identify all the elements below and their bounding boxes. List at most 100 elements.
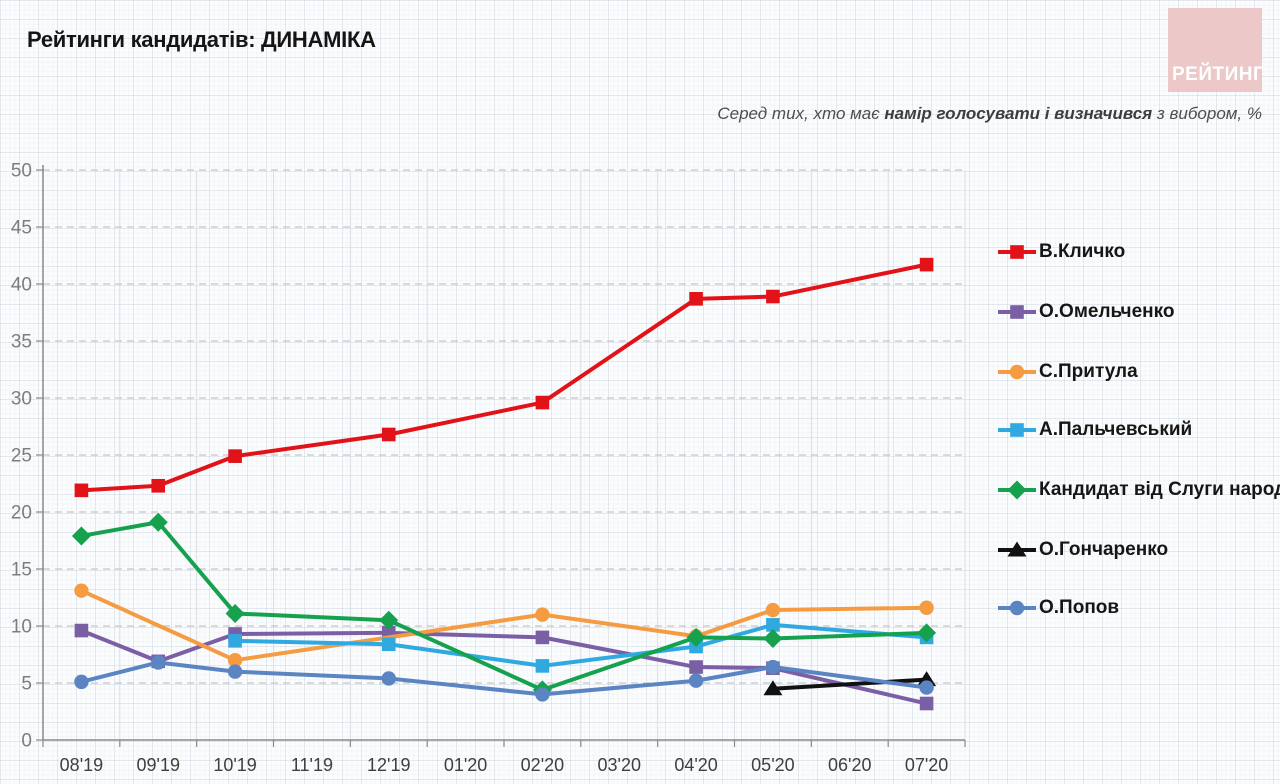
legend-item: В.Кличко [997,239,1125,265]
square-marker-icon [998,245,1036,259]
chart-legend: В.Кличко О.Омельченко С.Притула А.Пальчевсь… [997,0,1280,784]
x-axis-tick-label: 09'19 [137,755,180,775]
x-axis-tick-label: 11'19 [291,755,333,775]
data-point-marker [535,607,550,622]
subtitle-prefix: Серед тих, хто має [717,104,885,123]
data-point-marker [74,674,89,690]
data-point-marker [151,655,166,670]
legend-marker [1007,541,1027,557]
legend-item: Кандидат від Слуги народу [997,477,1280,503]
data-point-marker [535,630,550,645]
data-point-marker [763,680,783,696]
data-point-marker [381,427,396,442]
data-point-marker [689,660,703,674]
data-point-marker [917,623,937,643]
data-point-marker [686,627,706,647]
series-line [79,660,929,697]
circle-marker-icon [998,364,1036,380]
y-axis-tick-label: 0 [21,731,32,752]
data-point-marker [919,600,934,615]
x-axis-tick-label: 08'19 [60,755,103,775]
y-axis-tick-label: 20 [11,503,32,524]
data-point-marker [919,257,934,272]
y-axis-tick-label: 25 [11,446,32,467]
legend-marker [1007,480,1027,500]
legend-marker [1010,245,1024,259]
brand-logo: РЕЙТИНГ [1168,8,1265,92]
y-axis-tick-label: 45 [11,218,32,239]
x-axis-tick-label: 07'20 [905,755,948,775]
series-line [79,262,929,493]
y-axis-tick-label: 35 [11,332,32,353]
data-point-marker [688,673,704,688]
y-axis-tick-label: 10 [11,617,32,638]
series-line [233,622,929,668]
series-Кандидат від Слуги народу [71,512,937,700]
data-point-marker [381,637,396,652]
square-marker-icon [998,423,1036,437]
x-axis-tick-label: 12'19 [367,755,410,775]
diamond-marker-icon [998,480,1036,500]
chart-subtitle: Серед тих, хто має намір голосувати і ви… [717,104,1262,124]
subtitle-bold: намір голосувати і визначився [884,104,1153,123]
series-line [770,677,929,691]
y-axis-tick-label: 40 [11,275,32,296]
legend-item: О.Омельченко [997,299,1174,325]
legend-marker [1010,305,1024,319]
data-point-marker [689,292,703,306]
legend-label: А.Пальчевський [1039,419,1193,440]
series-В.Кличко [74,257,934,498]
legend-label: Кандидат від Слуги народу [1039,479,1280,500]
x-axis-tick-label: 01'20 [444,755,487,775]
data-point-marker [763,629,783,649]
legend-label: В.Кличко [1039,241,1126,262]
data-point-marker [227,664,243,679]
data-point-marker [766,618,780,632]
data-point-marker [765,659,781,675]
x-axis-tick-label: 03'20 [598,755,641,775]
data-point-marker [148,512,168,532]
legend-label: С.Притула [1039,361,1138,382]
data-point-marker [227,653,243,668]
brand-logo-text: РЕЙТИНГ [1172,64,1265,85]
data-point-marker [381,671,396,686]
series-line [79,588,929,663]
data-point-marker [151,478,166,493]
legend-item: А.Пальчевський [997,417,1192,443]
legend-marker [1010,423,1024,437]
legend-label: О.Омельченко [1039,301,1175,322]
y-axis-tick-label: 50 [11,161,32,182]
series-С.Притула [74,583,934,668]
data-point-marker [765,602,781,618]
x-axis-tick-label: 04'20 [674,755,717,775]
legend-marker [1009,364,1025,380]
y-axis-tick-label: 30 [11,389,32,410]
line-chart: 0 5 10 15 20 25 30 35 40 45 50 08'19 09'19 10'19 11'19… [11,161,966,775]
data-point-marker [919,680,934,695]
legend-label: О.Попов [1039,597,1120,618]
data-point-marker [74,583,89,598]
triangle-marker-icon [998,541,1036,557]
circle-marker-icon [998,600,1036,616]
data-point-marker [919,696,934,711]
legend-item: О.Попов [997,595,1119,621]
subtitle-suffix: з вибором, % [1152,104,1262,123]
legend-item: О.Гончаренко [997,537,1168,563]
legend-marker [1009,600,1025,616]
square-marker-icon [998,305,1036,319]
data-point-marker [74,483,89,498]
data-point-marker [535,395,550,410]
data-point-marker [228,449,242,463]
x-axis-tick-label: 02'20 [521,755,564,775]
series-line [79,520,929,692]
data-point-marker [74,623,89,638]
series-О.Попов [74,655,934,702]
data-point-marker [766,289,780,304]
data-point-marker [535,659,550,673]
y-axis-tick-label: 5 [21,674,32,695]
x-axis-tick-label: 06'20 [828,755,871,775]
y-axis-tick-label: 15 [11,560,32,581]
data-point-marker [228,634,242,648]
x-axis-tick-label: 10'19 [213,755,256,775]
